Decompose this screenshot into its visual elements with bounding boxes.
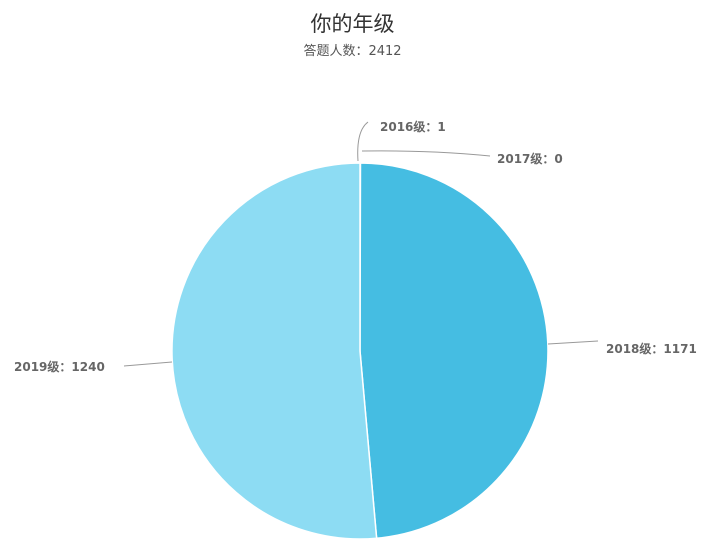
slice-label-2017级: 2017级：0 [497, 151, 563, 166]
slice-label-2016级: 2016级：1 [380, 119, 446, 134]
leader-line-2016级 [357, 121, 369, 162]
chart-subtitle: 答题人数：2412 [303, 44, 402, 59]
pie-slice-2018级[interactable] [359, 162, 549, 540]
leader-line-2018级 [547, 340, 599, 345]
chart-title: 你的年级 [310, 12, 395, 36]
slice-labels: 2016级：1 2017级：0 2018级：1171 2019级：1240 [14, 119, 697, 374]
pie-slices [171, 162, 549, 540]
slice-label-2019级: 2019级：1240 [14, 359, 105, 374]
leader-line-2019级 [123, 361, 173, 367]
leader-lines [123, 121, 599, 367]
leader-line-2017级 [361, 150, 491, 157]
slice-label-2018级: 2018级：1171 [606, 341, 697, 356]
pie-slice-2019级[interactable] [171, 162, 378, 540]
